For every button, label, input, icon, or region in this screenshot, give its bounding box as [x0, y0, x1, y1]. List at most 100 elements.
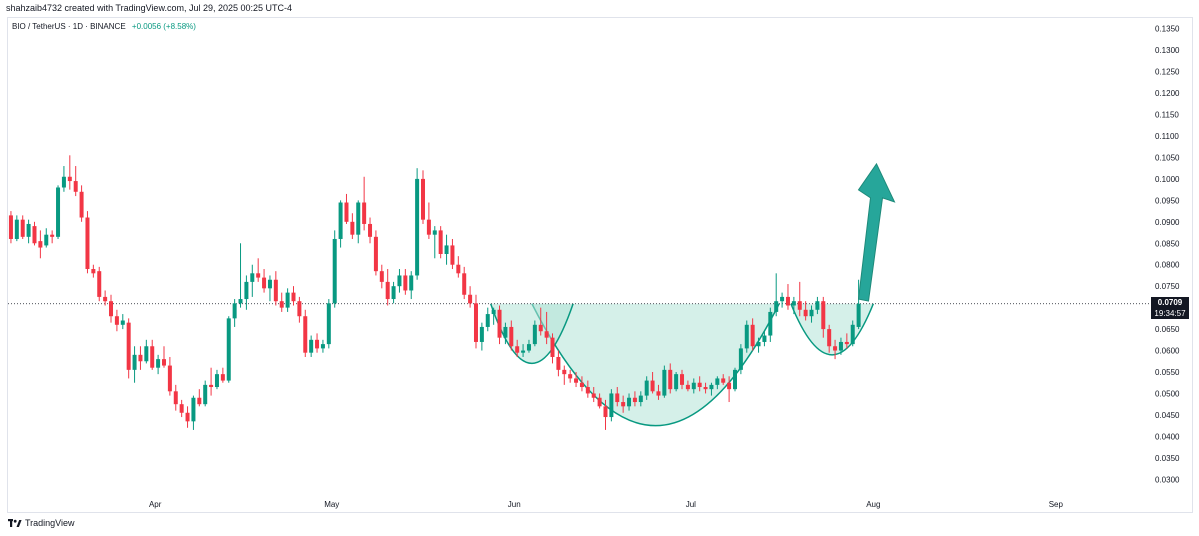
candle-down	[574, 378, 579, 383]
candle-down	[697, 382, 702, 388]
candle-up	[56, 187, 61, 237]
candle-down	[727, 382, 732, 390]
candle-down	[668, 369, 673, 390]
candle-up	[156, 359, 161, 368]
candle-down	[50, 234, 55, 237]
candle-up	[491, 309, 496, 315]
candle-down	[473, 303, 478, 342]
tradingview-brand[interactable]: TradingView	[8, 518, 75, 528]
candle-up	[780, 296, 785, 302]
x-tick-label: May	[324, 500, 339, 509]
candle-down	[591, 393, 596, 398]
y-tick-label: 0.1150	[1155, 111, 1179, 120]
x-tick-label: Apr	[149, 500, 162, 509]
candle-down	[468, 294, 473, 304]
candle-up	[332, 238, 337, 304]
y-tick-label: 0.1200	[1155, 89, 1180, 98]
candle-up	[285, 292, 290, 308]
y-tick-label: 0.1100	[1155, 132, 1179, 141]
y-tick-label: 0.0500	[1155, 389, 1180, 398]
y-tick-label: 0.0450	[1155, 411, 1180, 420]
candle-up	[320, 344, 325, 349]
candle-up	[521, 350, 526, 353]
candle-up	[627, 397, 632, 407]
candle-up	[391, 286, 396, 300]
candle-down	[109, 301, 114, 317]
candle-down	[680, 374, 685, 385]
candle-down	[579, 382, 584, 388]
candle-up	[762, 335, 767, 342]
candle-down	[368, 223, 373, 237]
candle-up	[267, 279, 272, 289]
candle-down	[20, 219, 25, 237]
candle-down	[632, 397, 637, 403]
candle-down	[538, 324, 543, 332]
candle-down	[450, 245, 455, 265]
candle-down	[833, 346, 838, 351]
candle-down	[197, 397, 202, 405]
candle-up	[61, 176, 66, 188]
candle-up	[503, 326, 508, 338]
candle-down	[827, 329, 832, 347]
symbol-legend[interactable]: BIO / TetherUS · 1D · BINANCE +0.0056 (+…	[12, 22, 196, 31]
candle-up	[479, 326, 484, 342]
candle-down	[750, 324, 755, 347]
y-tick-label: 0.0900	[1155, 218, 1180, 227]
candle-down	[32, 226, 37, 244]
y-tick-label: 0.1300	[1155, 46, 1180, 55]
candle-down	[515, 346, 520, 353]
candle-up	[226, 318, 231, 381]
price-change: +0.0056 (+8.58%)	[131, 22, 196, 31]
last-price-value: 0.0709	[1157, 298, 1183, 307]
candle-up	[444, 245, 449, 254]
y-tick-label: 0.0550	[1155, 368, 1180, 377]
candle-down	[426, 219, 431, 235]
candle-up	[526, 344, 531, 351]
candle-down	[67, 176, 72, 182]
candle-down	[167, 365, 172, 392]
candle-up	[232, 303, 237, 319]
candle-up	[191, 397, 196, 422]
y-tick-label: 0.0300	[1155, 475, 1180, 484]
candle-down	[97, 271, 102, 297]
candle-down	[279, 301, 284, 308]
candle-down	[350, 221, 355, 235]
candle-down	[509, 326, 514, 347]
candle-up	[132, 354, 137, 370]
candle-down	[209, 384, 214, 388]
candle-down	[421, 178, 426, 220]
candle-down	[650, 380, 655, 392]
breakout-arrow	[857, 162, 896, 302]
candle-up	[120, 320, 125, 325]
candle-down	[73, 181, 78, 192]
candle-down	[703, 387, 708, 390]
candle-down	[373, 236, 378, 272]
candle-down	[556, 356, 561, 370]
candle-up	[238, 299, 243, 304]
candle-down	[379, 271, 384, 282]
bar-countdown: 19:34:57	[1154, 309, 1186, 318]
candle-up	[644, 380, 649, 396]
chart-frame	[7, 17, 1193, 513]
candle-down	[597, 397, 602, 407]
x-tick-label: Aug	[866, 500, 880, 509]
y-tick-label: 0.1250	[1155, 68, 1180, 77]
candle-down	[126, 322, 131, 370]
brand-label: TradingView	[25, 518, 75, 528]
candle-down	[685, 384, 690, 390]
candle-up	[744, 324, 749, 349]
last-price-tag: 0.0709 19:34:57	[1151, 297, 1189, 319]
candle-down	[161, 359, 166, 366]
candle-down	[362, 202, 367, 224]
tradingview-logo-icon	[8, 519, 22, 528]
y-tick-label: 0.1000	[1155, 175, 1180, 184]
candle-up	[815, 301, 820, 310]
y-tick-label: 0.0600	[1155, 347, 1180, 356]
candle-up	[14, 219, 19, 239]
candle-down	[456, 264, 461, 274]
candle-down	[785, 296, 790, 306]
candle-up	[709, 384, 714, 390]
candle-down	[173, 391, 178, 405]
x-tick-label: Jun	[508, 500, 521, 509]
